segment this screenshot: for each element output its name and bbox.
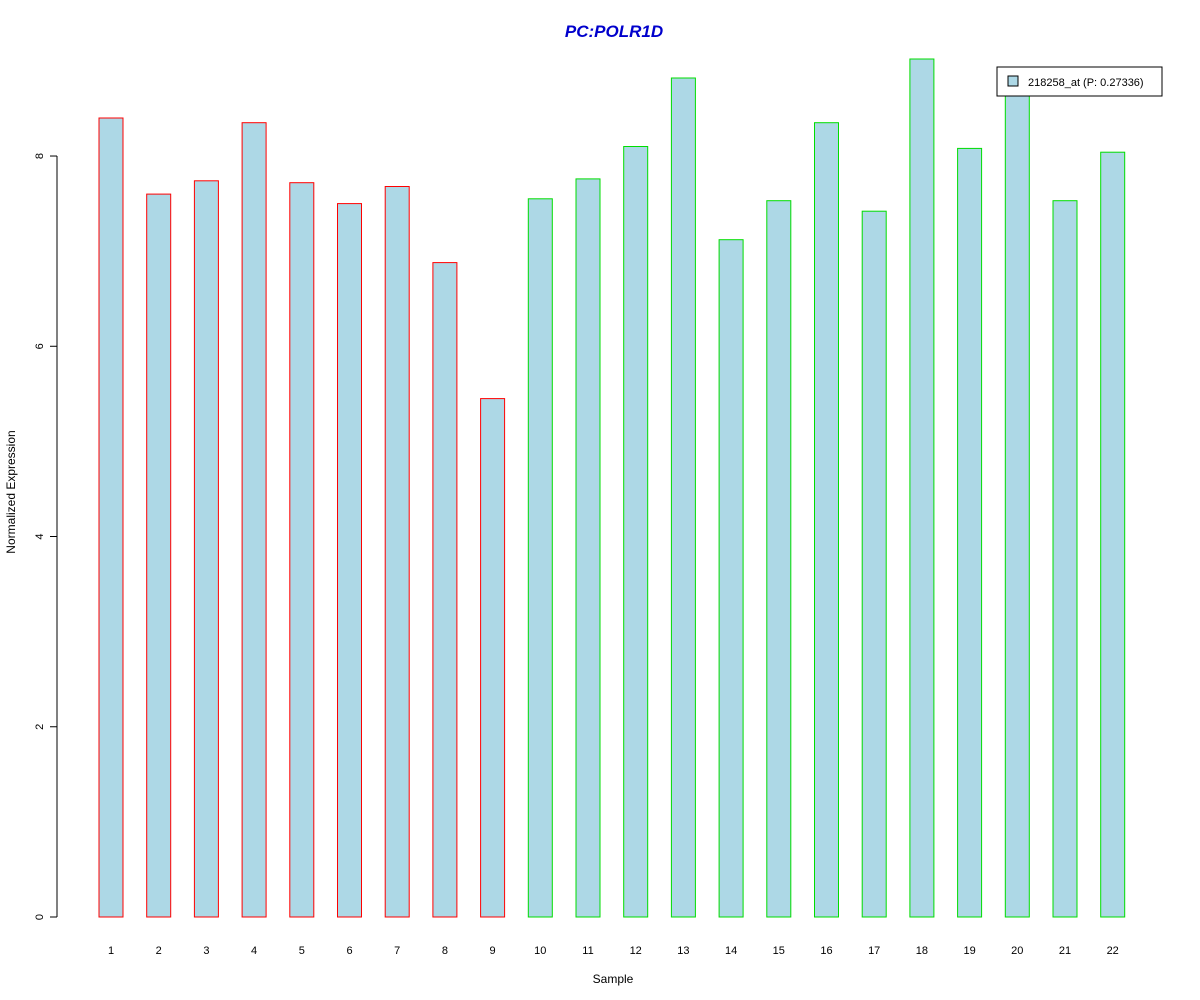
bar-sample-3	[193, 180, 219, 918]
y-axis-title: Normalized Expression	[4, 430, 18, 553]
x-tick-label: 6	[346, 945, 352, 957]
y-tick-label: 6	[34, 343, 46, 349]
chart-title: PC:POLR1D	[565, 22, 663, 41]
x-tick-label: 20	[1011, 945, 1023, 957]
y-tick-label: 8	[34, 153, 46, 159]
bar-sample-18	[909, 58, 935, 918]
x-tick-label: 16	[820, 945, 832, 957]
x-tick-label: 10	[534, 945, 546, 957]
x-tick-label: 8	[442, 945, 448, 957]
legend-box	[996, 66, 1163, 97]
x-tick-label: 12	[630, 945, 642, 957]
y-tick-label: 2	[34, 724, 46, 730]
x-tick-label: 3	[203, 945, 209, 957]
bar-sample-12	[623, 146, 649, 918]
x-tick-label: 17	[868, 945, 880, 957]
legend-label: 218258_at (P: 0.27336)	[1028, 77, 1144, 89]
x-tick-label: 2	[156, 945, 162, 957]
bar-sample-14	[718, 239, 744, 918]
x-tick-labels: 1 2 3 4 5 6 7 8 9 10 11 12 13 14 15 16 17 18 19 20 21 22	[108, 945, 1119, 957]
x-axis-title: Sample	[593, 972, 634, 986]
y-axis: 0 2 4 6 8	[34, 153, 58, 920]
bar-sample-10	[527, 198, 553, 918]
bar-sample-15	[766, 200, 792, 918]
x-tick-label: 18	[916, 945, 928, 957]
bar-sample-11	[575, 178, 601, 918]
x-tick-label: 1	[108, 945, 114, 957]
x-tick-label: 15	[773, 945, 785, 957]
bar-sample-9	[480, 398, 506, 918]
x-tick-label: 13	[677, 945, 689, 957]
x-tick-label: 11	[582, 945, 593, 957]
bar-sample-20	[1004, 87, 1030, 918]
bar-sample-16	[814, 122, 839, 918]
bar-sample-4	[241, 122, 267, 918]
bar-sample-22	[1100, 151, 1126, 918]
x-tick-label: 4	[251, 945, 257, 957]
x-tick-label: 19	[963, 945, 975, 957]
x-tick-label: 7	[394, 945, 400, 957]
bar-sample-7	[384, 186, 410, 918]
bar-sample-6	[337, 203, 362, 918]
x-tick-label: 5	[299, 945, 305, 957]
x-tick-label: 21	[1059, 945, 1071, 957]
y-tick-label: 4	[34, 533, 46, 539]
bar-sample-19	[957, 147, 983, 918]
legend-swatch	[1007, 75, 1019, 87]
bar-sample-21	[1052, 200, 1078, 918]
bar-sample-17	[861, 210, 887, 918]
bar-sample-13	[670, 77, 696, 918]
x-tick-label: 14	[725, 945, 737, 957]
x-tick-label: 9	[490, 945, 496, 957]
y-tick-label: 0	[34, 914, 46, 920]
bar-sample-8	[432, 262, 458, 918]
legend: 218258_at (P: 0.27336)	[996, 66, 1163, 97]
bar-sample-5	[289, 182, 315, 918]
bar-sample-1	[98, 117, 124, 918]
bars	[98, 58, 1126, 918]
x-tick-label: 22	[1107, 945, 1119, 957]
bar-sample-2	[146, 193, 172, 918]
